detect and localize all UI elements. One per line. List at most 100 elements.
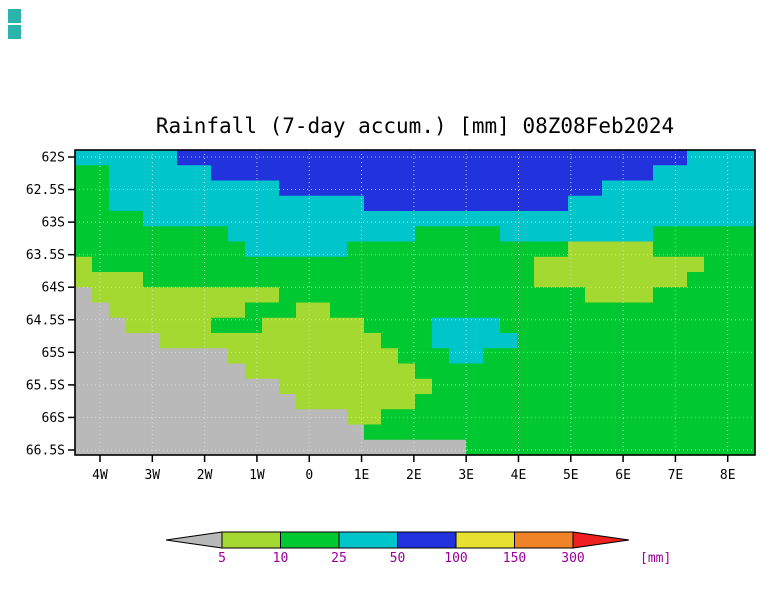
- map-cell: [500, 226, 654, 242]
- map-cell: [568, 195, 756, 212]
- colorbar-label: 10: [273, 551, 289, 566]
- x-tick-label: 4W: [92, 468, 108, 483]
- colorbar-arrow-high: [572, 531, 630, 549]
- map-cell: [75, 348, 229, 364]
- map-cell: [279, 378, 433, 395]
- x-tick-label: 2W: [197, 468, 213, 483]
- y-tick-label: 65.5S: [26, 378, 65, 393]
- map-cell: [75, 302, 110, 319]
- map-cell: [483, 348, 756, 364]
- map-cell: [279, 287, 586, 303]
- corner-artifact: [8, 9, 21, 23]
- y-tick-label: 66S: [42, 411, 65, 426]
- map-grid: [75, 150, 756, 456]
- map-cell: [126, 317, 212, 334]
- x-tick-label: 7E: [668, 468, 684, 483]
- x-tick-label: 1E: [354, 468, 370, 483]
- colorbar-segment: [221, 531, 281, 549]
- map-cell: [75, 256, 93, 273]
- map-cell: [449, 348, 484, 364]
- map-cell: [653, 165, 756, 181]
- grid-lines: [75, 150, 755, 455]
- map-cell: [466, 439, 756, 456]
- map-cell: [228, 226, 416, 242]
- map-cell: [75, 272, 144, 288]
- colorbar-label: 50: [390, 551, 406, 566]
- map-cell: [75, 317, 127, 334]
- colorbar-segment: [514, 531, 574, 549]
- map-cell: [75, 165, 110, 181]
- map-cell: [347, 409, 382, 425]
- x-tick-label: 2E: [406, 468, 422, 483]
- map-cell: [364, 317, 433, 334]
- y-tick-label: 62S: [42, 151, 65, 166]
- map-cell: [364, 195, 569, 212]
- map-cell: [75, 378, 280, 395]
- x-tick-label: 1W: [249, 468, 265, 483]
- map-cell: [75, 241, 246, 258]
- colorbar-label: 150: [503, 551, 526, 566]
- colorbar-segment: [280, 531, 340, 549]
- map-cell: [211, 317, 263, 334]
- map-cell: [109, 165, 212, 181]
- map-cell: [92, 256, 535, 273]
- map-cell: [143, 272, 535, 288]
- corner-artifact: [8, 25, 21, 39]
- map-cell: [245, 241, 348, 258]
- map-cell: [109, 302, 246, 319]
- colorbar-segment: [338, 531, 398, 549]
- x-tick-label: 0: [305, 468, 313, 483]
- map-cell: [432, 378, 756, 395]
- y-tick-label: 63S: [42, 216, 65, 231]
- map-cell: [228, 348, 399, 364]
- x-tick-label: 3E: [458, 468, 474, 483]
- map-cell: [415, 394, 756, 410]
- map-cell: [296, 302, 331, 319]
- x-tick-label: 4E: [511, 468, 527, 483]
- colorbar: [165, 531, 630, 549]
- y-tick-label: 62.5S: [26, 183, 65, 198]
- colorbar-segment: [397, 531, 457, 549]
- colorbar-label: 100: [444, 551, 467, 566]
- map-cell: [687, 150, 756, 166]
- map-cell: [415, 363, 756, 380]
- map-cell: [109, 195, 365, 212]
- colorbar-label: 25: [331, 551, 347, 566]
- axis-labels: 4W 3W 2W 1W 0 1E 2E 3E 4E 5E 6E 7E 8E 62S 62.5S 63S 63.5…: [26, 151, 736, 484]
- map-cell: [364, 424, 756, 441]
- map-cell: [92, 287, 280, 303]
- map-cell: [143, 211, 756, 227]
- map-cell: [245, 363, 416, 380]
- map-cell: [653, 226, 756, 242]
- axis-ticks: [68, 156, 729, 462]
- map-cell: [296, 394, 416, 410]
- map-cell: [534, 272, 688, 288]
- y-tick-label: 65S: [42, 346, 65, 361]
- map-cell: [653, 287, 756, 303]
- map-cell: [568, 241, 654, 258]
- map-cell: [245, 302, 297, 319]
- colorbar-label: 5: [218, 551, 226, 566]
- map-cell: [75, 226, 229, 242]
- map-cell: [75, 439, 467, 456]
- map-cell: [687, 272, 756, 288]
- map-cell: [381, 409, 756, 425]
- map-cell: [517, 333, 756, 349]
- chart-title: Rainfall (7-day accum.) [mm] 08Z08Feb202…: [155, 114, 675, 138]
- map-cell: [279, 180, 603, 197]
- colorbar-labels: 5 10 25 50 100 150 300 [mm]: [218, 551, 671, 566]
- y-tick-label: 66.5S: [26, 443, 65, 458]
- map-cell: [500, 317, 756, 334]
- map-cell: [330, 302, 756, 319]
- map-cell: [75, 394, 297, 410]
- map-cell: [177, 150, 688, 166]
- map-cell: [75, 180, 110, 197]
- map-cell: [75, 287, 93, 303]
- map-cell: [704, 256, 756, 273]
- map-cell: [75, 211, 144, 227]
- map-cell: [398, 348, 450, 364]
- map-cell: [415, 226, 501, 242]
- map-cell: [75, 150, 178, 166]
- map-cell: [75, 195, 110, 212]
